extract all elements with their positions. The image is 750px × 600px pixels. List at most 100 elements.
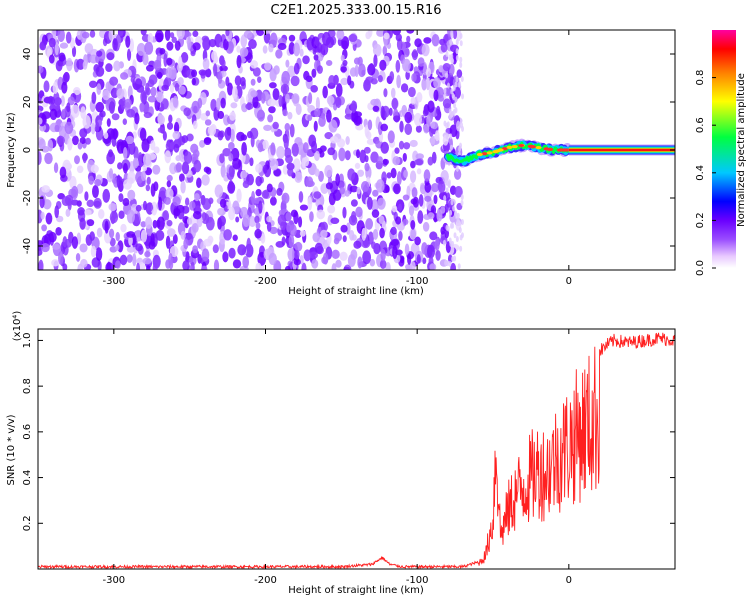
- noise-cell: [449, 38, 453, 45]
- colorbar-tick-label: 0.6: [695, 117, 706, 133]
- noise-cell: [422, 257, 427, 265]
- noise-cell: [302, 142, 309, 154]
- y-tick-label: 0.2: [22, 515, 33, 531]
- noise-cell: [371, 241, 376, 249]
- noise-cell: [255, 163, 263, 174]
- noise-cell: [448, 113, 452, 120]
- noise-cell: [145, 216, 153, 229]
- noise-cell: [284, 123, 291, 132]
- noise-cell: [44, 45, 53, 57]
- noise-cell: [342, 206, 347, 219]
- noise-cell: [347, 168, 356, 181]
- noise-cell: [55, 226, 62, 236]
- noise-cell: [58, 52, 66, 62]
- noise-cell: [103, 132, 109, 140]
- noise-cell: [430, 136, 436, 147]
- noise-cell: [454, 186, 463, 198]
- noise-cell: [390, 167, 397, 179]
- noise-cell: [41, 185, 51, 193]
- noise-cell: [321, 31, 331, 46]
- noise-cell: [416, 92, 423, 103]
- noise-cell: [102, 188, 111, 203]
- noise-cell: [126, 108, 136, 118]
- noise-cell: [396, 171, 402, 186]
- noise-cell: [395, 59, 401, 73]
- noise-cell: [320, 221, 328, 232]
- noise-cell: [40, 211, 45, 220]
- noise-cell: [402, 194, 410, 201]
- colorbar-gradient: [712, 30, 736, 268]
- noise-cell: [309, 251, 318, 259]
- noise-cell: [199, 139, 206, 148]
- noise-cell: [65, 208, 71, 217]
- noise-cell: [243, 30, 253, 39]
- noise-cell: [445, 187, 449, 194]
- noise-cell: [40, 243, 50, 253]
- noise-cell: [261, 190, 270, 199]
- noise-cell: [161, 84, 170, 92]
- noise-cell: [234, 75, 242, 86]
- noise-cell: [58, 251, 64, 265]
- noise-cell: [266, 215, 273, 223]
- noise-cell: [140, 30, 147, 36]
- noise-cell: [250, 60, 258, 69]
- noise-cell: [306, 180, 315, 188]
- noise-cell: [93, 197, 102, 209]
- noise-cell: [415, 153, 424, 160]
- noise-cell: [430, 121, 439, 130]
- noise-cell: [120, 223, 127, 233]
- page-title: C2E1.2025.333.00.15.R16: [270, 3, 441, 18]
- noise-cell: [380, 105, 385, 119]
- noise-cell: [220, 164, 226, 178]
- noise-cell: [105, 81, 112, 92]
- noise-cell: [440, 206, 446, 214]
- noise-cell: [241, 141, 247, 156]
- noise-cell: [428, 256, 434, 266]
- noise-cell: [38, 65, 44, 74]
- noise-cell: [71, 236, 79, 249]
- noise-cell: [409, 170, 417, 184]
- noise-cell: [236, 55, 242, 69]
- noise-cell: [240, 170, 247, 179]
- carrier-hotspot: [486, 151, 493, 155]
- noise-cell: [457, 263, 461, 270]
- noise-cell: [88, 80, 98, 89]
- noise-cell: [459, 56, 463, 63]
- noise-cell: [155, 230, 165, 241]
- noise-cell: [442, 239, 446, 246]
- noise-cell: [105, 63, 113, 73]
- noise-cell: [412, 150, 419, 162]
- noise-cell: [108, 101, 115, 114]
- noise-cell: [98, 209, 105, 219]
- noise-cell: [445, 179, 449, 186]
- snr-scale-note: (x10⁴): [12, 311, 23, 342]
- noise-cell: [325, 182, 333, 190]
- noise-cell: [77, 142, 83, 150]
- noise-cell: [328, 75, 336, 86]
- noise-cell: [459, 33, 463, 40]
- noise-cell: [340, 54, 345, 62]
- noise-cell: [59, 42, 69, 49]
- noise-cell: [336, 30, 345, 40]
- snr-x-label: Height of straight line (km): [288, 585, 424, 596]
- noise-cell: [365, 218, 374, 230]
- noise-cell: [192, 210, 202, 220]
- y-tick-label: 0.8: [22, 378, 33, 394]
- noise-cell: [183, 107, 191, 117]
- noise-cell: [427, 156, 434, 166]
- noise-cell: [449, 124, 458, 138]
- noise-cell: [175, 155, 181, 162]
- noise-cell: [340, 224, 348, 233]
- noise-cell: [228, 142, 235, 150]
- noise-cell: [399, 120, 404, 133]
- noise-cell: [321, 111, 326, 120]
- noise-cell: [82, 60, 88, 70]
- noise-cell: [219, 198, 227, 209]
- noise-cell: [383, 88, 388, 98]
- noise-cell: [349, 229, 355, 241]
- noise-cell: [395, 33, 402, 42]
- noise-cell: [61, 81, 68, 94]
- noise-cell: [139, 103, 145, 113]
- noise-cell: [75, 252, 81, 262]
